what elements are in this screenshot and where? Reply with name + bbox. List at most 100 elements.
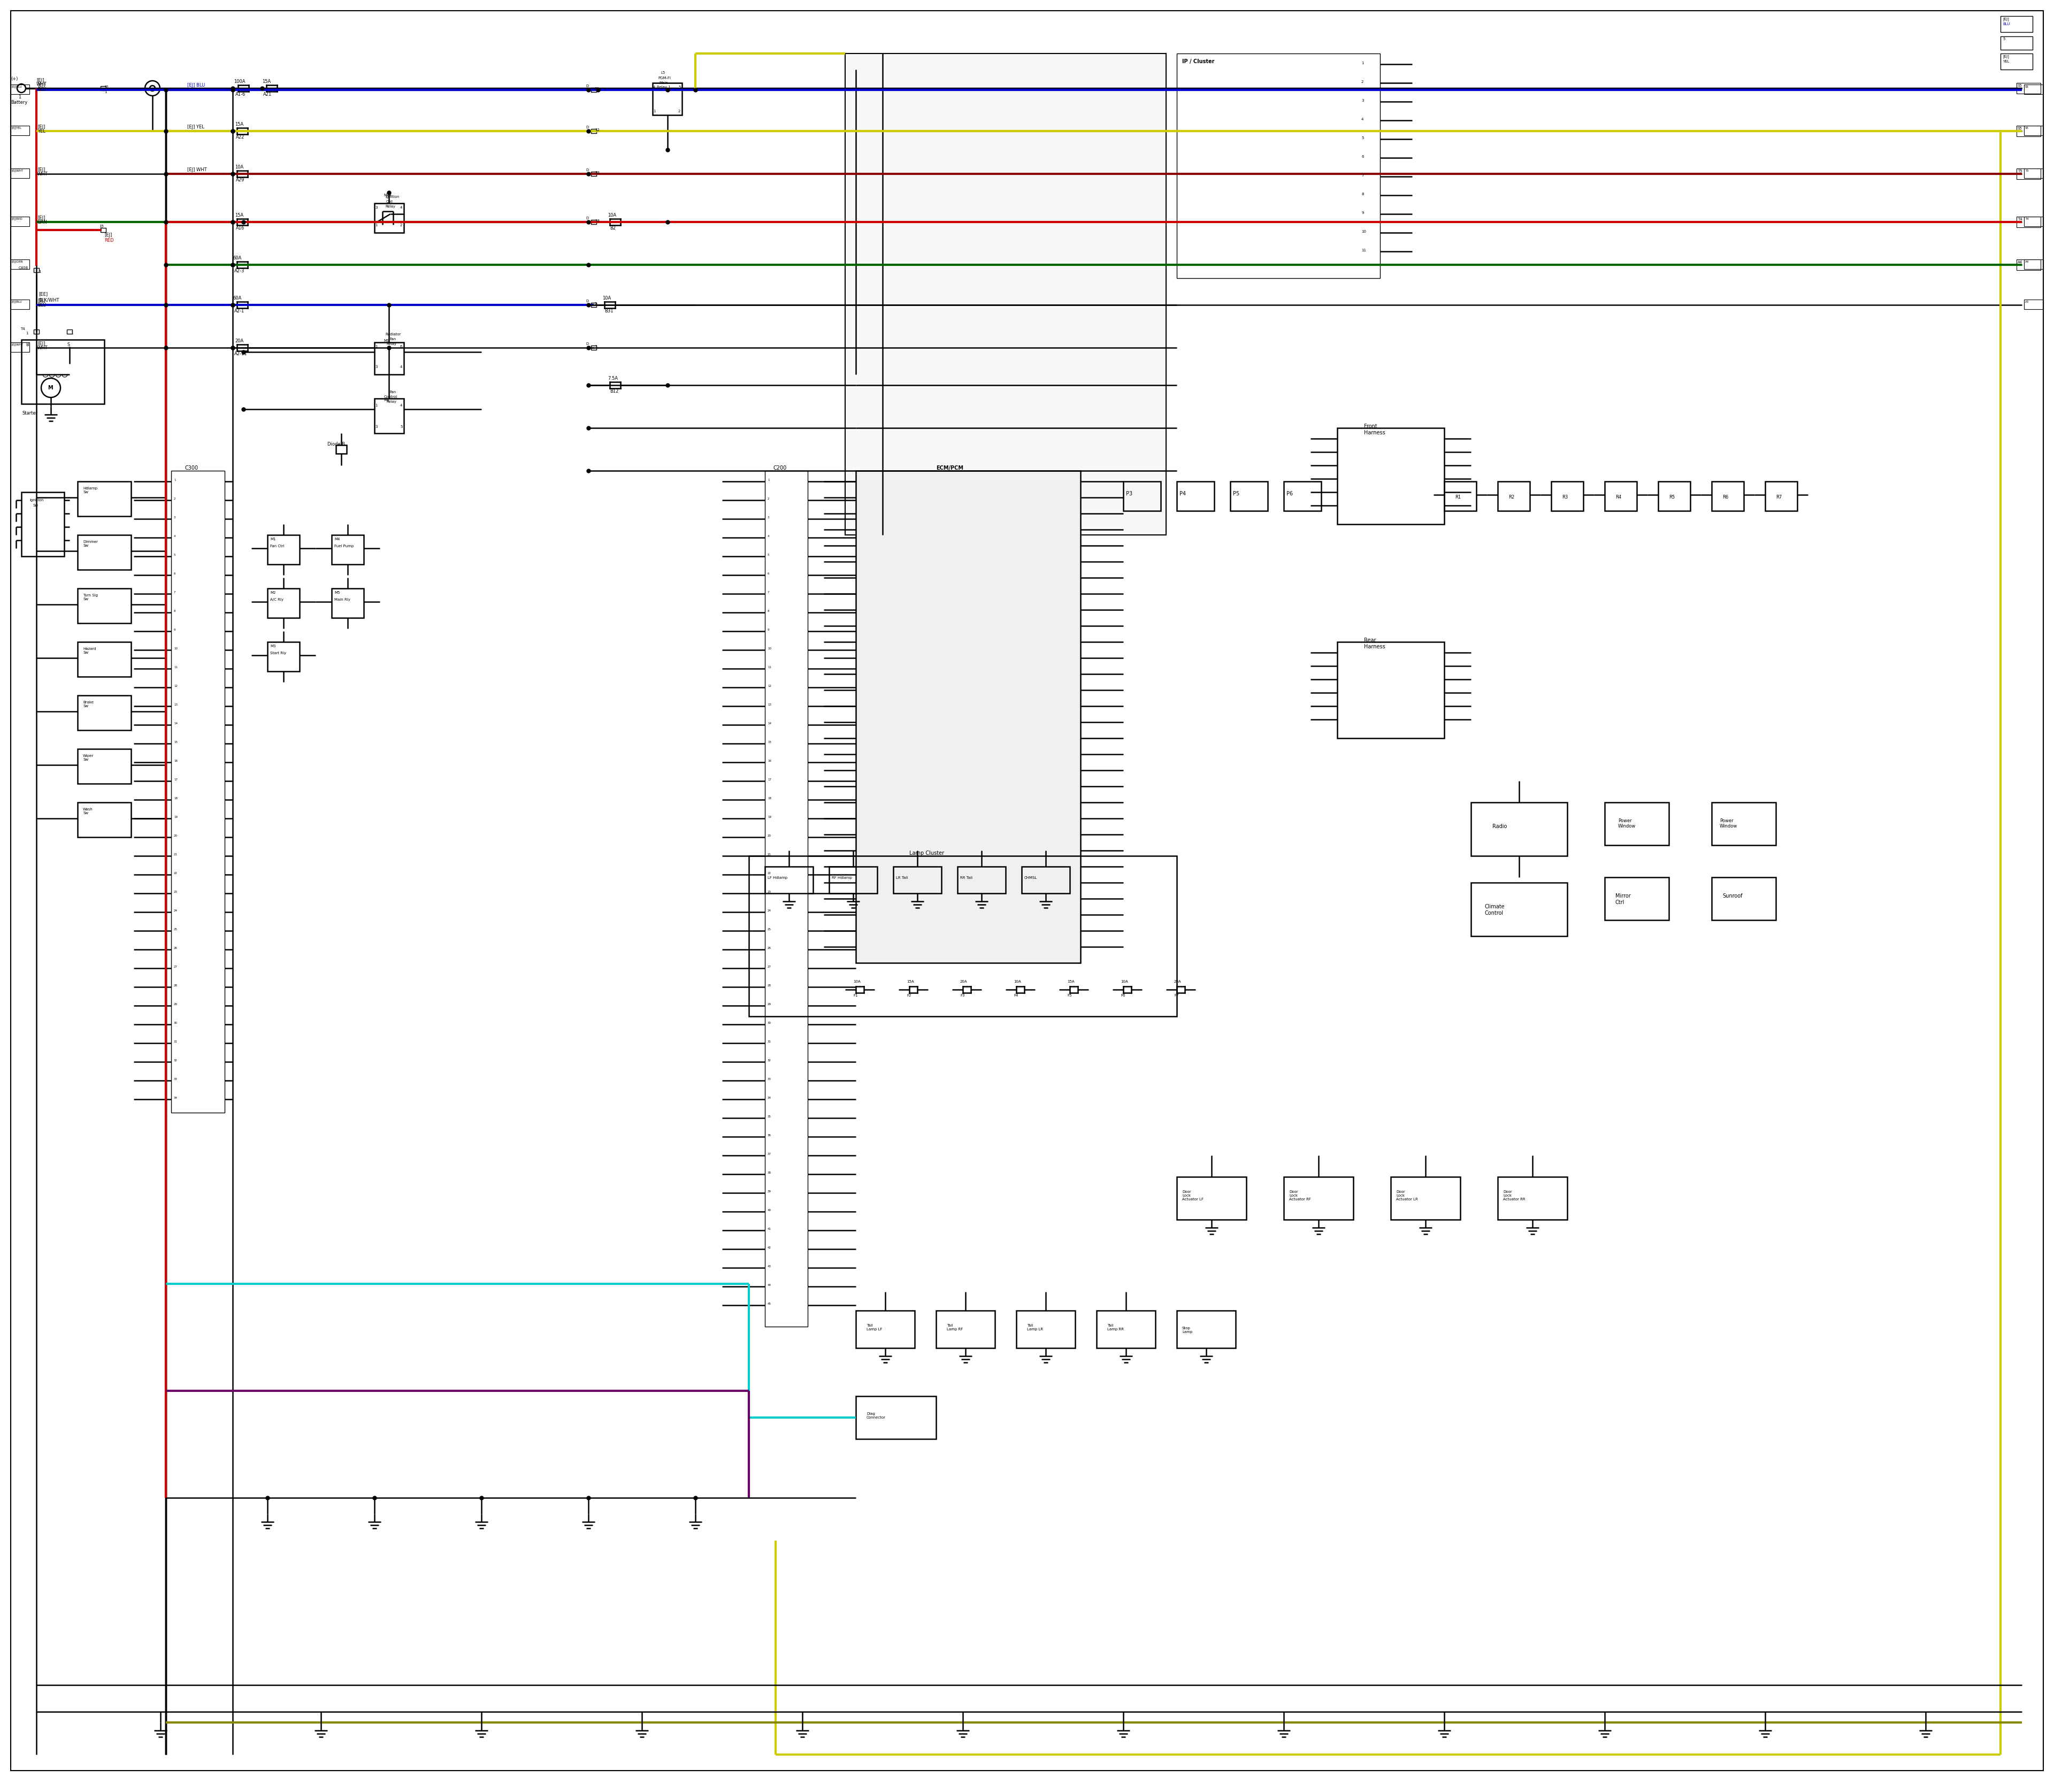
Text: R5: R5 — [1668, 495, 1674, 500]
Text: T4: T4 — [21, 328, 25, 330]
Text: GRN: GRN — [37, 220, 47, 224]
Bar — [592, 129, 596, 133]
Bar — [10, 125, 29, 136]
Text: [EI]: [EI] — [37, 77, 43, 82]
Text: 60A: 60A — [232, 296, 242, 301]
Bar — [1391, 1177, 1460, 1220]
Text: F1: F1 — [852, 995, 859, 996]
Text: S: S — [68, 342, 70, 348]
Text: 32: 32 — [768, 1059, 772, 1063]
Bar — [10, 168, 29, 177]
Bar — [1551, 482, 1584, 511]
Text: 23: 23 — [175, 891, 177, 894]
Text: YEL: YEL — [2003, 59, 2009, 63]
Bar — [337, 444, 347, 453]
Text: A2-1: A2-1 — [234, 308, 244, 314]
Text: Climate
Control: Climate Control — [1485, 903, 1504, 916]
Text: Door
Lock
Actuator RF: Door Lock Actuator RF — [1290, 1190, 1310, 1201]
Text: A2-3: A2-3 — [234, 269, 244, 274]
Text: Mirror
Ctrl: Mirror Ctrl — [1614, 894, 1631, 905]
Bar — [1284, 1177, 1354, 1220]
Text: 10A: 10A — [1121, 980, 1128, 984]
Bar — [857, 1396, 937, 1439]
Text: BLU: BLU — [2003, 23, 2009, 25]
Bar — [267, 536, 300, 564]
Bar — [78, 749, 131, 783]
Text: BLK/WHT: BLK/WHT — [39, 297, 60, 303]
Text: Door
Lock
Actuator LR: Door Lock Actuator LR — [1397, 1190, 1417, 1201]
Text: S5: S5 — [2025, 86, 2029, 88]
Bar — [1017, 1310, 1074, 1348]
Text: Diode B: Diode B — [327, 443, 345, 446]
Text: 35: 35 — [768, 1115, 772, 1118]
Text: [EJ] WHT: [EJ] WHT — [187, 167, 207, 172]
Text: 10: 10 — [1362, 229, 1366, 233]
Text: 10A: 10A — [608, 213, 616, 217]
Text: M2: M2 — [271, 591, 275, 595]
Text: [EJ]RED: [EJ]RED — [12, 217, 23, 220]
Text: R7: R7 — [1777, 495, 1783, 500]
Text: 18: 18 — [175, 797, 177, 799]
Text: 16: 16 — [768, 760, 772, 762]
Text: 10: 10 — [768, 647, 772, 650]
Text: 11: 11 — [1362, 249, 1366, 253]
Bar — [33, 330, 39, 333]
Text: Ignition: Ignition — [386, 195, 398, 199]
Bar — [68, 330, 72, 333]
Text: 21: 21 — [768, 853, 772, 857]
Bar — [750, 857, 1177, 1016]
Text: P4: P4 — [1179, 491, 1185, 496]
Text: [EE]: [EE] — [39, 292, 47, 296]
Text: A4: A4 — [2025, 260, 2029, 263]
Text: Door
Lock
Actuator RR: Door Lock Actuator RR — [1504, 1190, 1526, 1201]
Text: BLU: BLU — [37, 88, 45, 91]
Text: M1: M1 — [271, 538, 275, 541]
Text: A22: A22 — [236, 134, 244, 140]
Text: 18: 18 — [768, 797, 772, 799]
Bar — [1497, 1177, 1567, 1220]
Bar — [267, 642, 300, 672]
Text: 20: 20 — [175, 835, 177, 837]
Text: S5: S5 — [2017, 84, 2023, 88]
Text: 2: 2 — [596, 303, 598, 305]
Text: [EJ]GRN: [EJ]GRN — [12, 260, 23, 263]
Bar — [857, 1310, 914, 1348]
Text: Lamp Cluster: Lamp Cluster — [910, 851, 945, 857]
Text: 4: 4 — [653, 86, 655, 90]
Text: Radiator: Radiator — [386, 333, 401, 335]
Bar — [78, 588, 131, 624]
Text: Sunroof: Sunroof — [1723, 894, 1742, 898]
Text: 15A: 15A — [234, 213, 244, 217]
Bar — [592, 172, 596, 176]
Text: 12: 12 — [175, 685, 177, 688]
Text: 15: 15 — [175, 740, 177, 744]
Text: PGM-FI: PGM-FI — [657, 77, 672, 79]
Text: M9: M9 — [384, 339, 388, 342]
Text: 26: 26 — [768, 946, 772, 950]
Bar — [10, 342, 29, 351]
Text: Coil: Coil — [386, 201, 392, 202]
Text: LR Tail: LR Tail — [896, 876, 908, 880]
Text: 15: 15 — [99, 224, 103, 228]
Text: Tail
Lamp LF: Tail Lamp LF — [867, 1324, 883, 1331]
Text: YEL: YEL — [37, 129, 45, 134]
Bar — [2001, 54, 2033, 70]
Text: 24: 24 — [175, 909, 177, 912]
Text: Tail
Lamp RF: Tail Lamp RF — [947, 1324, 963, 1331]
Text: 10: 10 — [175, 647, 177, 650]
Bar — [764, 867, 813, 894]
Text: A21: A21 — [263, 91, 271, 97]
Text: Stop
Lamp: Stop Lamp — [1183, 1326, 1193, 1333]
Bar — [1471, 883, 1567, 935]
Text: 37: 37 — [768, 1152, 772, 1156]
Text: [EJ]: [EJ] — [2003, 54, 2009, 57]
Text: Main: Main — [659, 81, 668, 84]
Bar — [1764, 482, 1797, 511]
Bar — [844, 54, 1167, 536]
Bar — [2023, 299, 2044, 310]
Bar — [2023, 84, 2044, 95]
Text: 1: 1 — [105, 90, 107, 93]
Text: 2: 2 — [401, 224, 403, 228]
Text: 10A: 10A — [602, 296, 610, 301]
Text: R3: R3 — [1561, 495, 1567, 500]
